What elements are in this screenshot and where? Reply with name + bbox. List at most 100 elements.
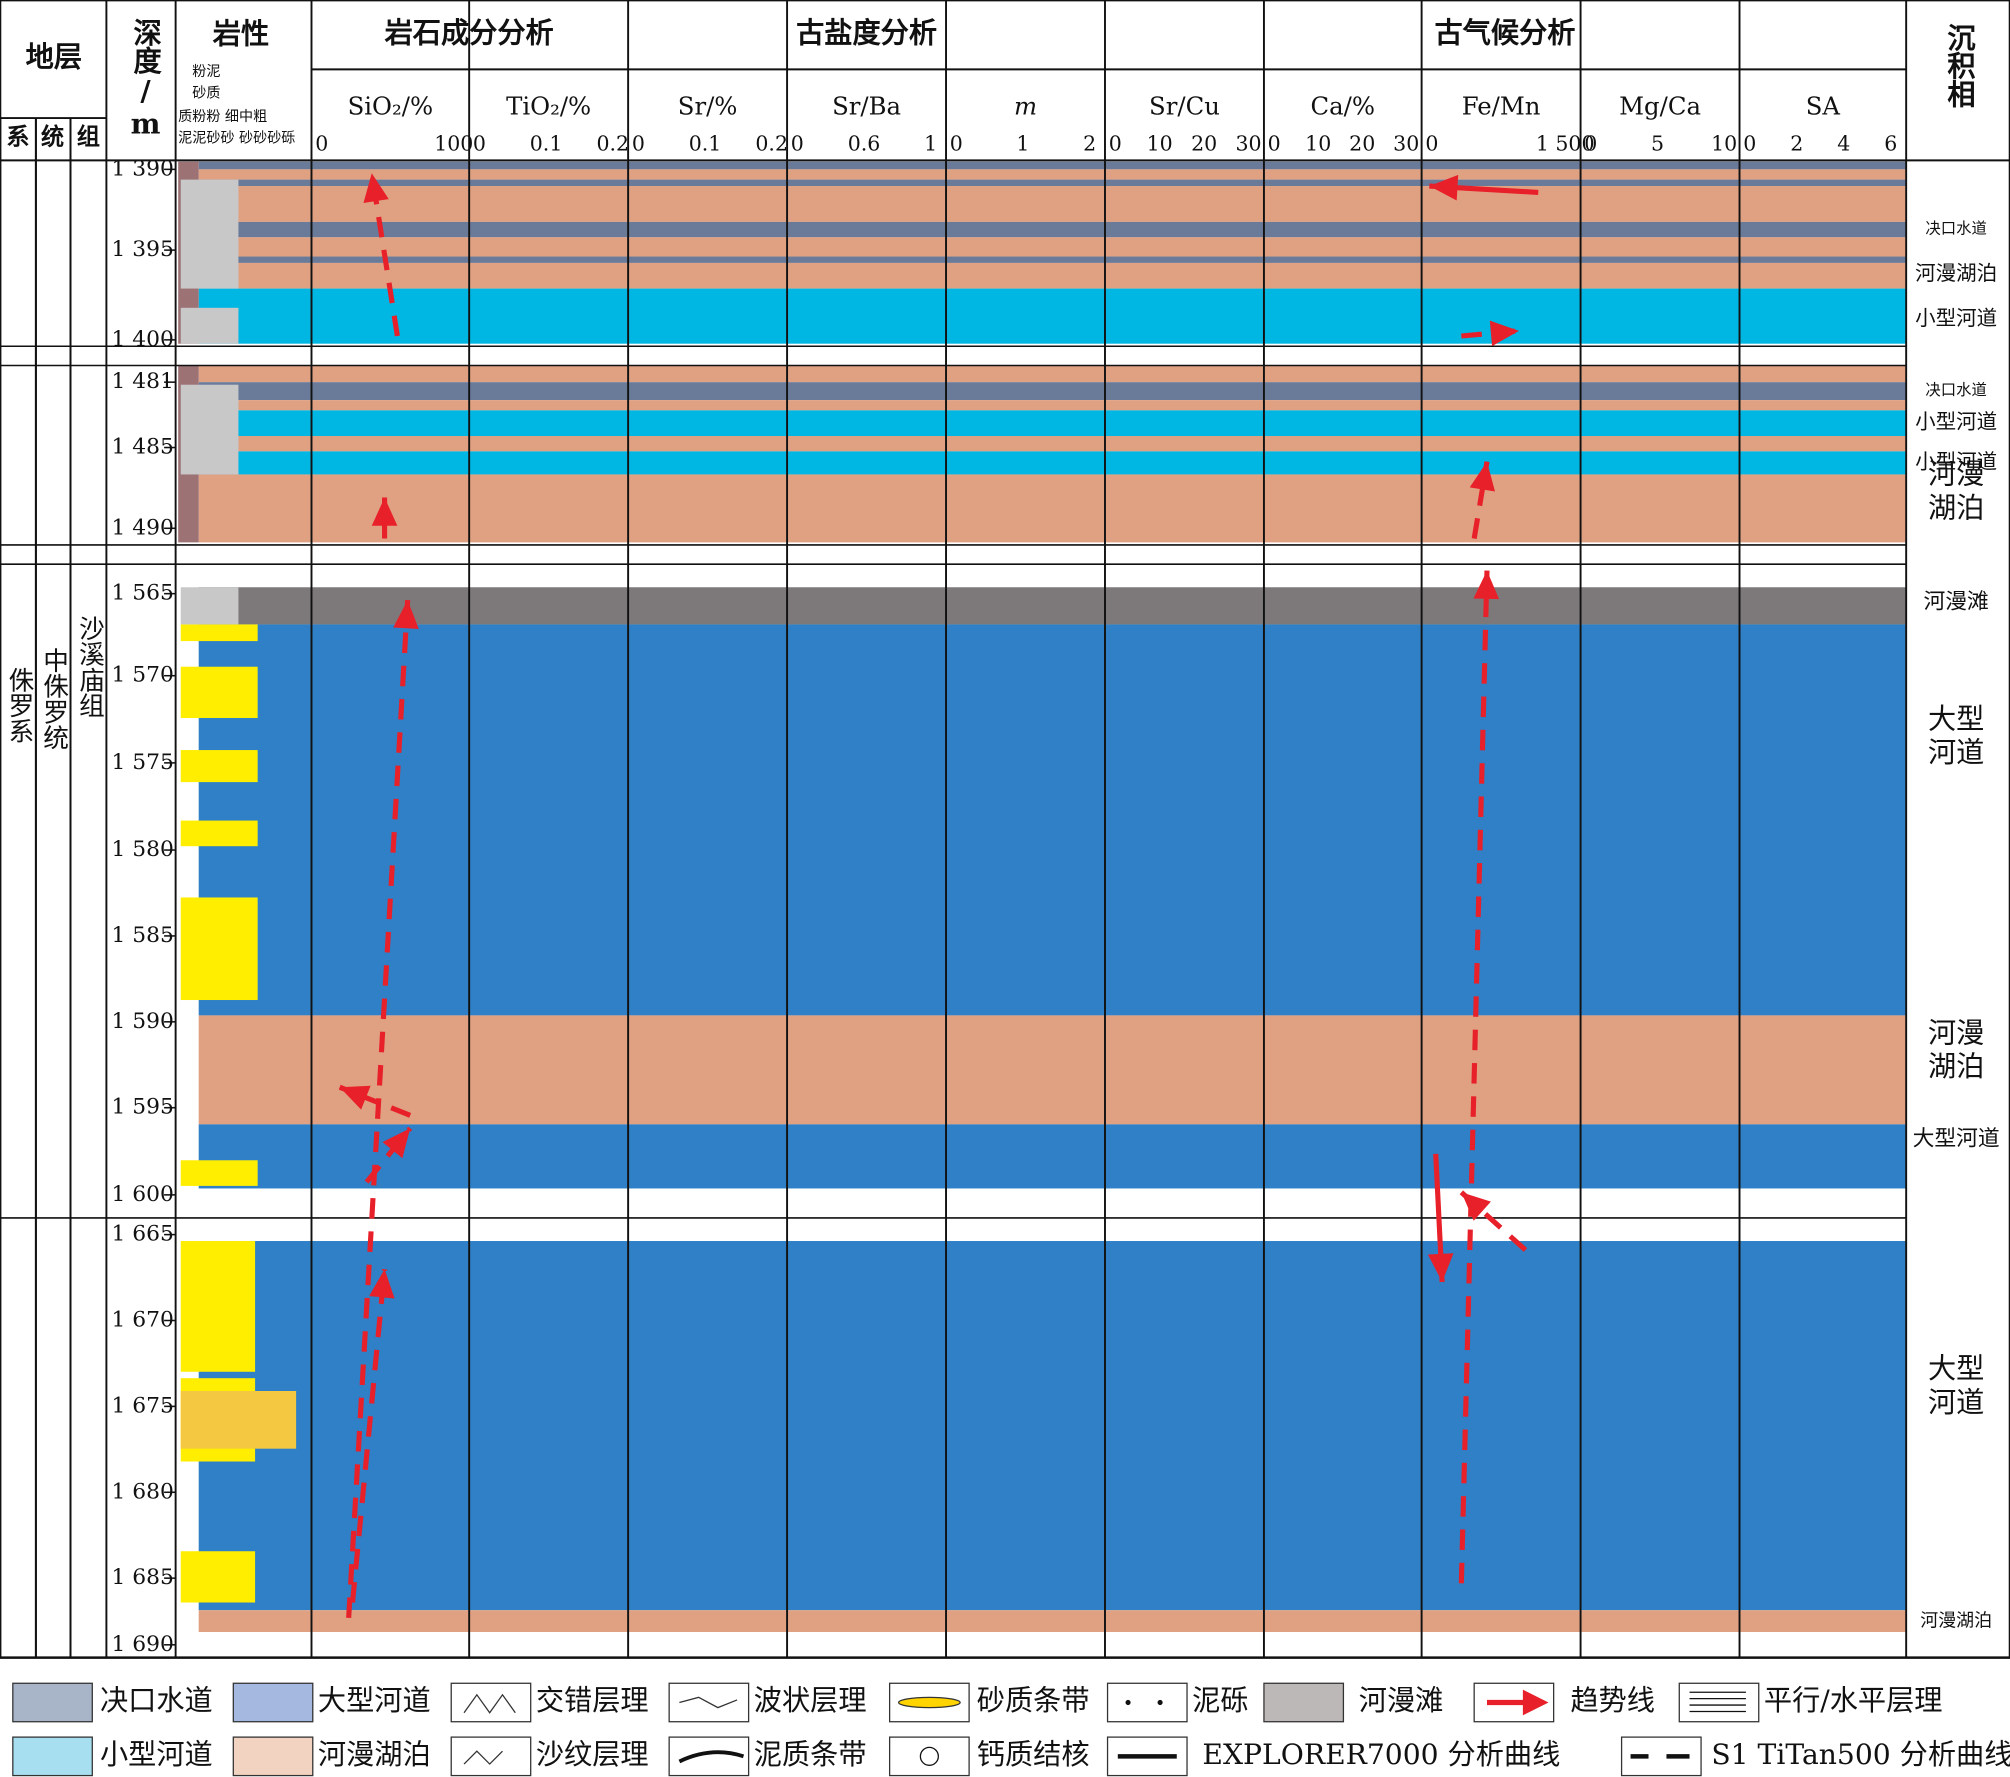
label: 1 595 — [112, 1095, 174, 1120]
sand — [180, 820, 258, 847]
label: Sr/Ba — [832, 91, 901, 120]
trend-line — [338, 1084, 412, 1118]
sand — [180, 666, 258, 719]
legend-label: 大型河道 — [318, 1684, 431, 1717]
legend-label: 泥质条带 — [754, 1738, 867, 1771]
label: 10 — [1305, 132, 1331, 156]
facies-label: 决口水道 — [1925, 381, 1986, 399]
label: 0 — [1743, 132, 1756, 156]
label: 系 — [6, 124, 29, 151]
label: 岩石成分分析 — [384, 16, 554, 49]
icon — [678, 1750, 745, 1764]
sand — [180, 1160, 258, 1186]
label: 20 — [1191, 132, 1217, 156]
band — [198, 451, 1907, 475]
legend-label: 钙质结核 — [977, 1738, 1090, 1771]
label: 统 — [41, 124, 64, 151]
legend-label: 决口水道 — [100, 1684, 213, 1717]
legend-label: 砂质条带 — [977, 1684, 1090, 1717]
trend-head — [1427, 1253, 1454, 1283]
band — [198, 365, 1907, 383]
label: 5 — [1651, 132, 1664, 156]
trend-head — [382, 1128, 411, 1159]
icon — [679, 1696, 738, 1709]
band — [198, 161, 1907, 170]
sand — [180, 897, 258, 1001]
label: 0 — [632, 132, 645, 156]
label: 1 600 — [112, 1182, 174, 1207]
silt — [180, 587, 239, 625]
band — [198, 1610, 1907, 1632]
label: 1 481 — [112, 369, 174, 394]
facies-label: 大型河道 — [1928, 702, 1984, 769]
trend-line — [1471, 461, 1490, 539]
label: 1 395 — [112, 237, 174, 262]
label: 2 — [1790, 132, 1803, 156]
label: 深度/m — [129, 18, 162, 141]
legend-label: 泥砾 — [1192, 1684, 1248, 1717]
label: 1 565 — [112, 581, 174, 606]
trend-head — [1461, 1192, 1491, 1221]
trend-line — [1458, 570, 1490, 1584]
facies-label: 河漫湖泊 — [1915, 261, 1997, 285]
label: 古盐度分析 — [796, 16, 937, 49]
legend-label: 河漫湖泊 — [318, 1738, 431, 1771]
band — [198, 400, 1907, 411]
legend-swatch — [450, 1736, 532, 1777]
legend-swatch — [1106, 1682, 1188, 1723]
facies-label: 河漫湖泊 — [1928, 457, 1984, 524]
label: 0.2 — [596, 132, 629, 156]
trend-head — [369, 1269, 395, 1299]
label: 1 485 — [112, 435, 174, 460]
trend-head — [1429, 174, 1459, 201]
label: 1 685 — [112, 1565, 174, 1590]
label: 0.1 — [530, 132, 563, 156]
legend-swatch — [232, 1682, 314, 1723]
label: 1 590 — [112, 1009, 174, 1034]
legend-label: 河漫滩 — [1359, 1684, 1444, 1717]
band — [198, 179, 1907, 187]
label: 质粉粉 细中粗 — [178, 109, 267, 125]
band — [198, 256, 1907, 263]
facies-label: 小型河道 — [1915, 449, 1997, 473]
legend-swatch — [12, 1682, 93, 1723]
band — [198, 474, 1907, 543]
label: 0 — [1425, 132, 1438, 156]
label: 粉泥 — [192, 64, 220, 80]
band — [198, 410, 1907, 436]
label: 10 — [1147, 132, 1173, 156]
band — [198, 288, 1907, 344]
label: 0.2 — [755, 132, 788, 156]
legend-label: 沙纹层理 — [536, 1738, 649, 1771]
label: Mg/Ca — [1619, 91, 1701, 120]
label: SA — [1806, 91, 1841, 120]
legend-label: EXPLORER7000 分析曲线 — [1202, 1738, 1560, 1771]
band — [198, 624, 1907, 1016]
band — [198, 186, 1907, 222]
label: 6 — [1884, 132, 1897, 156]
icon — [897, 1696, 961, 1709]
band — [198, 435, 1907, 452]
icon — [1157, 1699, 1163, 1706]
label: 10 — [1711, 132, 1737, 156]
band — [198, 382, 1907, 401]
band — [198, 262, 1907, 289]
silt — [180, 307, 239, 344]
legend-swatch — [450, 1682, 532, 1723]
facies-label: 河漫湖泊 — [1920, 1611, 1992, 1632]
label: 沙溪庙组 — [74, 615, 104, 718]
label: 0 — [315, 132, 328, 156]
label: 沉积相 — [1943, 23, 1976, 108]
trend-head — [371, 497, 398, 526]
legend-swatch — [1678, 1682, 1760, 1723]
label: 2 — [1083, 132, 1096, 156]
label: 1 665 — [112, 1222, 174, 1247]
label: 0.1 — [689, 132, 722, 156]
label: 地层 — [26, 41, 82, 74]
label: TiO₂/% — [506, 91, 591, 120]
label: 30 — [1236, 132, 1262, 156]
label: 0 — [473, 132, 486, 156]
legend-swatch — [888, 1736, 970, 1777]
label: 中侏罗统 — [39, 647, 69, 750]
